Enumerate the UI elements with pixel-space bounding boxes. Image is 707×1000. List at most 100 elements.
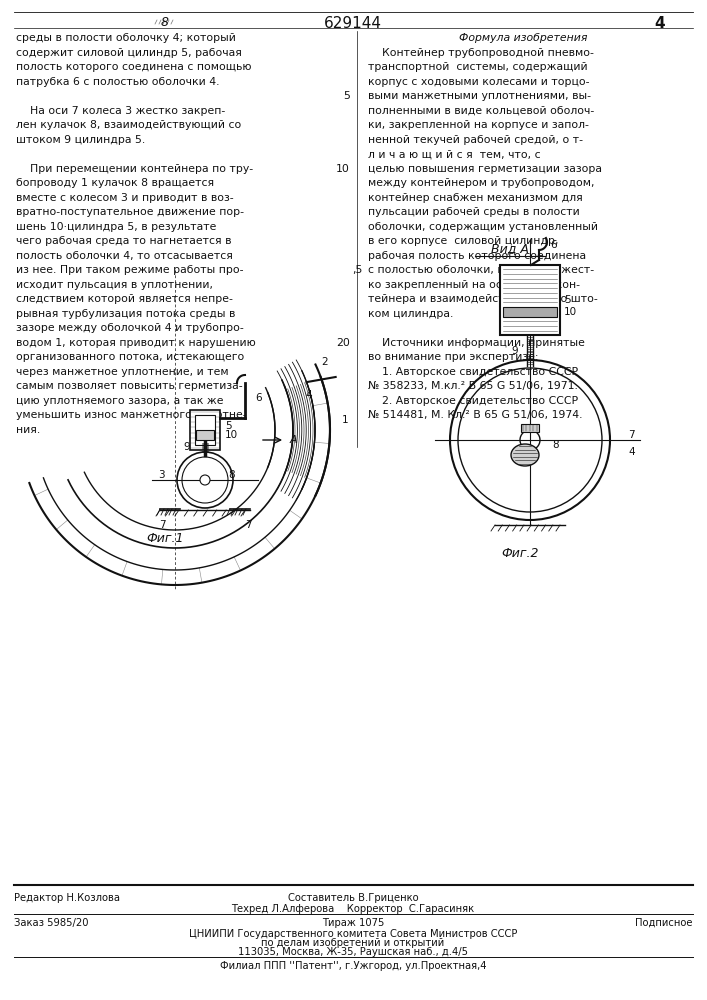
Text: 5: 5 [343,91,350,101]
Text: оболочки, содержащим установленный: оболочки, содержащим установленный [368,222,598,232]
Text: штоком 9 цилиндра 5.: штоком 9 цилиндра 5. [16,135,145,145]
Text: 4: 4 [305,390,312,400]
Text: 9: 9 [511,346,518,356]
Text: Составитель В.Гриценко: Составитель В.Гриценко [288,893,419,903]
Text: полость оболочки 4, то отсасывается: полость оболочки 4, то отсасывается [16,251,233,261]
Text: 4: 4 [628,447,635,457]
Text: 7: 7 [628,430,635,440]
Bar [196,430,214,440]
Text: 1: 1 [342,415,349,425]
Text: в его корпусе  силовой цилиндр,: в его корпусе силовой цилиндр, [368,236,559,246]
Text: Фиг.1: Фиг.1 [146,532,184,545]
Text: среды в полости оболочку 4; который: среды в полости оболочку 4; который [16,33,236,43]
Text: чего рабочая среда то нагнетается в: чего рабочая среда то нагнетается в [16,236,231,246]
Text: лен кулачок 8, взаимодействующий со: лен кулачок 8, взаимодействующий со [16,120,241,130]
Text: 629144: 629144 [324,16,382,31]
Text: организованного потока, истекающего: организованного потока, истекающего [16,352,244,362]
Text: 10: 10 [225,430,238,440]
Text: На оси 7 колеса 3 жестко закреп-: На оси 7 колеса 3 жестко закреп- [16,106,226,116]
Text: При перемещении контейнера по тру-: При перемещении контейнера по тру- [16,164,253,174]
Text: 8: 8 [161,16,169,29]
Circle shape [182,457,228,503]
Text: цию уплотняемого зазора, а так же: цию уплотняемого зазора, а так же [16,396,223,406]
Text: 5: 5 [225,421,232,431]
Text: вместе с колесом 3 и приводит в воз-: вместе с колесом 3 и приводит в воз- [16,193,233,203]
Circle shape [177,452,233,508]
Text: 8: 8 [228,470,235,480]
Text: ния.: ния. [16,425,40,435]
Text: патрубка 6 с полостью оболочки 4.: патрубка 6 с полостью оболочки 4. [16,77,219,87]
Text: ЦНИИПИ Государственного комитета Совета Министров СССР: ЦНИИПИ Государственного комитета Совета … [189,929,518,939]
Text: тейнера и взаимодействующий со што-: тейнера и взаимодействующий со што- [368,294,597,304]
Text: выми манжетными уплотнениями, вы-: выми манжетными уплотнениями, вы- [368,91,591,101]
Text: полненными в виде кольцевой оболоч-: полненными в виде кольцевой оболоч- [368,106,595,116]
Bar [500,265,560,335]
Circle shape [458,368,602,512]
Text: полость которого соединена с помощью: полость которого соединена с помощью [16,62,252,72]
Text: следствием которой является непре-: следствием которой является непре- [16,294,233,304]
Text: самым позволяет повысить герметиза-: самым позволяет повысить герметиза- [16,381,243,391]
Text: по делам изобретений и открытий: по делам изобретений и открытий [262,938,445,948]
Text: Подписное: Подписное [636,918,693,928]
Bar [521,424,539,432]
Text: содержит силовой цилиндр 5, рабочая: содержит силовой цилиндр 5, рабочая [16,48,242,58]
Text: рывная турбулизация потока среды в: рывная турбулизация потока среды в [16,309,235,319]
Text: уменьшить износ манжетного уплотне-: уменьшить износ манжетного уплотне- [16,410,247,420]
Text: ко закрепленный на оси колеса кон-: ко закрепленный на оси колеса кон- [368,280,580,290]
Text: шень 10·цилиндра 5, в результате: шень 10·цилиндра 5, в результате [16,222,216,232]
Text: Источники информации, принятые: Источники информации, принятые [368,338,585,348]
Text: 8: 8 [552,440,559,450]
Text: контейнер снабжен механизмом для: контейнер снабжен механизмом для [368,193,583,203]
Text: Фиг.2: Фиг.2 [501,547,539,560]
Text: корпус с ходовыми колесами и торцо-: корпус с ходовыми колесами и торцо- [368,77,590,87]
Text: 3: 3 [158,470,165,480]
Bar [503,307,557,317]
Text: Редактор Н.Козлова: Редактор Н.Козлова [14,893,120,903]
Text: ненной текучей рабочей средой, о т-: ненной текучей рабочей средой, о т- [368,135,583,145]
Text: 5: 5 [564,295,571,305]
Text: ки, закрепленной на корпусе и запол-: ки, закрепленной на корпусе и запол- [368,120,589,130]
Text: вратно-поступательное движение пор-: вратно-поступательное движение пор- [16,207,244,217]
Text: зазоре между оболочкой 4 и трубопро-: зазоре между оболочкой 4 и трубопро- [16,323,244,333]
Text: Техред Л.Алферова    Корректор  С.Гарасиняк: Техред Л.Алферова Корректор С.Гарасиняк [231,904,474,914]
Circle shape [450,360,610,520]
Text: 7: 7 [245,520,251,530]
Text: рабочая полость которого соединена: рабочая полость которого соединена [368,251,586,261]
Text: № 358233, М.кл.² В 65 G 51/06, 1971.: № 358233, М.кл.² В 65 G 51/06, 1971. [368,381,578,391]
Text: целью повышения герметизации зазора: целью повышения герметизации зазора [368,164,602,174]
Text: л и ч а ю щ и й с я  тем, что, с: л и ч а ю щ и й с я тем, что, с [368,149,541,159]
Text: 113035, Москва, Ж-35, Раушская наб., д.4/5: 113035, Москва, Ж-35, Раушская наб., д.4… [238,947,468,957]
Text: № 514481, М. Кл.² В 65 G 51/06, 1974.: № 514481, М. Кл.² В 65 G 51/06, 1974. [368,410,583,420]
Text: водом 1, которая приводит к нарушению: водом 1, которая приводит к нарушению [16,338,256,348]
Ellipse shape [511,444,539,466]
Text: пульсации рабочей среды в полости: пульсации рабочей среды в полости [368,207,580,217]
Text: Формула изобретения: Формула изобретения [459,33,588,43]
Text: Тираж 1075: Тираж 1075 [322,918,384,928]
Circle shape [520,430,540,450]
Text: 2: 2 [322,357,328,367]
Text: 10: 10 [564,307,577,317]
Text: Филиал ППП ''Патент'', г.Ужгород, ул.Проектная,4: Филиал ППП ''Патент'', г.Ужгород, ул.Про… [220,961,486,971]
Text: 4: 4 [655,16,665,31]
Text: 1. Авторское свидетельство СССР: 1. Авторское свидетельство СССР [368,367,578,377]
Text: исходит пульсация в уплотнении,: исходит пульсация в уплотнении, [16,280,213,290]
Bar [190,410,220,450]
Text: ,5: ,5 [353,265,363,275]
Text: Вид А: Вид А [491,242,529,255]
Text: транспортной  системы, содержащий: транспортной системы, содержащий [368,62,588,72]
Text: 2. Авторское свидетельство СССР: 2. Авторское свидетельство СССР [368,396,578,406]
Circle shape [200,475,210,485]
Text: 7: 7 [158,520,165,530]
Text: ком цилиндра.: ком цилиндра. [368,309,453,319]
Text: между контейнером и трубопроводом,: между контейнером и трубопроводом, [368,178,595,188]
Bar [195,415,215,445]
Text: из нее. При таком режиме работы про-: из нее. При таком режиме работы про- [16,265,243,275]
Text: с полостью оболочки, и кулачок, жест-: с полостью оболочки, и кулачок, жест- [368,265,594,275]
Text: 6: 6 [255,393,262,403]
Text: Контейнер трубопроводной пневмо-: Контейнер трубопроводной пневмо- [368,48,594,58]
Text: А: А [290,435,298,445]
Text: бопроводу 1 кулачок 8 вращается: бопроводу 1 кулачок 8 вращается [16,178,214,188]
Text: 6: 6 [550,240,556,250]
Text: Заказ 5985/20: Заказ 5985/20 [14,918,88,928]
Text: 9: 9 [183,442,190,452]
